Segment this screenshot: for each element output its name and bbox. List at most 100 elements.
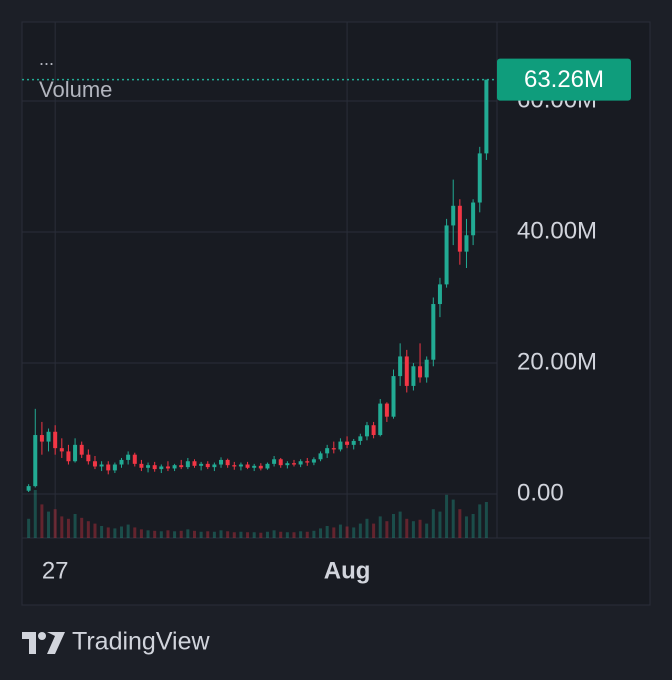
volume-bar	[405, 518, 409, 538]
candle-body	[59, 448, 64, 452]
volume-bar	[484, 502, 488, 538]
volume-bar	[464, 516, 468, 538]
candle-body	[437, 284, 442, 305]
volume-bar	[305, 531, 309, 538]
candle-body	[26, 486, 31, 491]
candle-body	[219, 459, 224, 465]
candle-body	[106, 464, 111, 471]
candle-body	[305, 461, 310, 463]
candle-body	[484, 79, 489, 154]
candle-body	[272, 459, 277, 464]
volume-bar	[352, 527, 356, 538]
volume-bar	[378, 516, 382, 538]
study-label: Volume	[39, 77, 112, 102]
last-price-box	[497, 58, 631, 101]
volume-bar	[232, 532, 236, 538]
volume-bar	[438, 511, 442, 538]
volume-bar	[272, 530, 276, 538]
y-tick-label: 20.00M	[517, 348, 597, 375]
volume-bar	[66, 518, 70, 538]
candle-body	[212, 464, 217, 468]
volume-bar	[345, 526, 349, 538]
volume-bar	[212, 531, 216, 538]
volume-bar	[338, 524, 342, 538]
volume-bar	[199, 531, 203, 538]
volume-bar	[86, 521, 90, 538]
volume-bar	[126, 524, 130, 538]
candle-body	[285, 463, 290, 466]
candle-body	[33, 435, 38, 487]
volume-bar	[319, 528, 323, 538]
candle-body	[418, 366, 423, 378]
volume-bar	[100, 526, 104, 538]
x-tick-label: Aug	[324, 557, 371, 584]
candle-body	[278, 459, 283, 466]
candle-body	[364, 425, 369, 437]
candle-body	[112, 464, 117, 471]
candle-body	[291, 463, 296, 465]
x-tick-label: 27	[42, 557, 69, 584]
candle-body	[99, 464, 104, 467]
candle-body	[384, 403, 389, 417]
volume-bar	[106, 527, 110, 538]
candle-body	[245, 464, 250, 468]
candle-body	[126, 454, 131, 460]
volume-bar	[60, 516, 64, 538]
volume-bar	[186, 529, 190, 538]
volume-bar	[40, 504, 44, 538]
candle-body	[345, 441, 350, 445]
volume-bar	[398, 511, 402, 538]
volume-bar	[279, 531, 283, 538]
candle-body	[199, 463, 204, 466]
volume-bar	[265, 531, 269, 538]
candle-body	[265, 463, 270, 469]
volume-bar	[179, 530, 183, 538]
volume-bar	[93, 523, 97, 538]
volume-bar	[159, 531, 163, 538]
volume-bar	[471, 514, 475, 538]
candle-body	[258, 465, 263, 469]
volume-bar	[451, 499, 455, 538]
volume-bar	[392, 514, 396, 538]
volume-bar	[219, 530, 223, 538]
volume-bar	[358, 523, 362, 538]
volume-bar	[206, 531, 210, 538]
candle-body	[172, 465, 177, 469]
candle-body	[351, 440, 356, 445]
volume-bar	[252, 532, 256, 538]
candle-body	[471, 202, 476, 236]
volume-bar	[445, 494, 449, 538]
candle-body	[165, 466, 170, 469]
candle-body	[73, 444, 78, 462]
volume-bar	[80, 517, 84, 538]
candle-body	[444, 225, 449, 285]
volume-bar	[192, 530, 196, 538]
candle-body	[86, 454, 91, 462]
candle-body	[371, 425, 376, 436]
candle-body	[179, 465, 184, 468]
candle-body	[92, 461, 97, 467]
candle-body	[46, 431, 51, 442]
last-price-label: 63.26M	[524, 66, 604, 93]
candle-body	[225, 459, 230, 466]
candle-body	[325, 448, 330, 454]
candle-body	[53, 431, 58, 449]
volume-bar	[425, 523, 429, 538]
menu-dots[interactable]: ...	[39, 49, 54, 69]
volume-bar	[166, 530, 170, 538]
volume-bar	[120, 526, 124, 538]
candle-body	[404, 356, 409, 386]
candle-body	[451, 205, 456, 226]
candle-body	[298, 461, 303, 465]
candle-body	[232, 465, 237, 467]
volume-bar	[139, 529, 143, 538]
volume-bar	[385, 521, 389, 538]
volume-bar	[332, 527, 336, 538]
volume-bar	[372, 523, 376, 538]
candle-body	[139, 463, 144, 468]
volume-bar	[27, 518, 31, 538]
candle-body	[311, 459, 316, 463]
candle-body	[431, 304, 436, 360]
candle-body	[192, 461, 197, 466]
